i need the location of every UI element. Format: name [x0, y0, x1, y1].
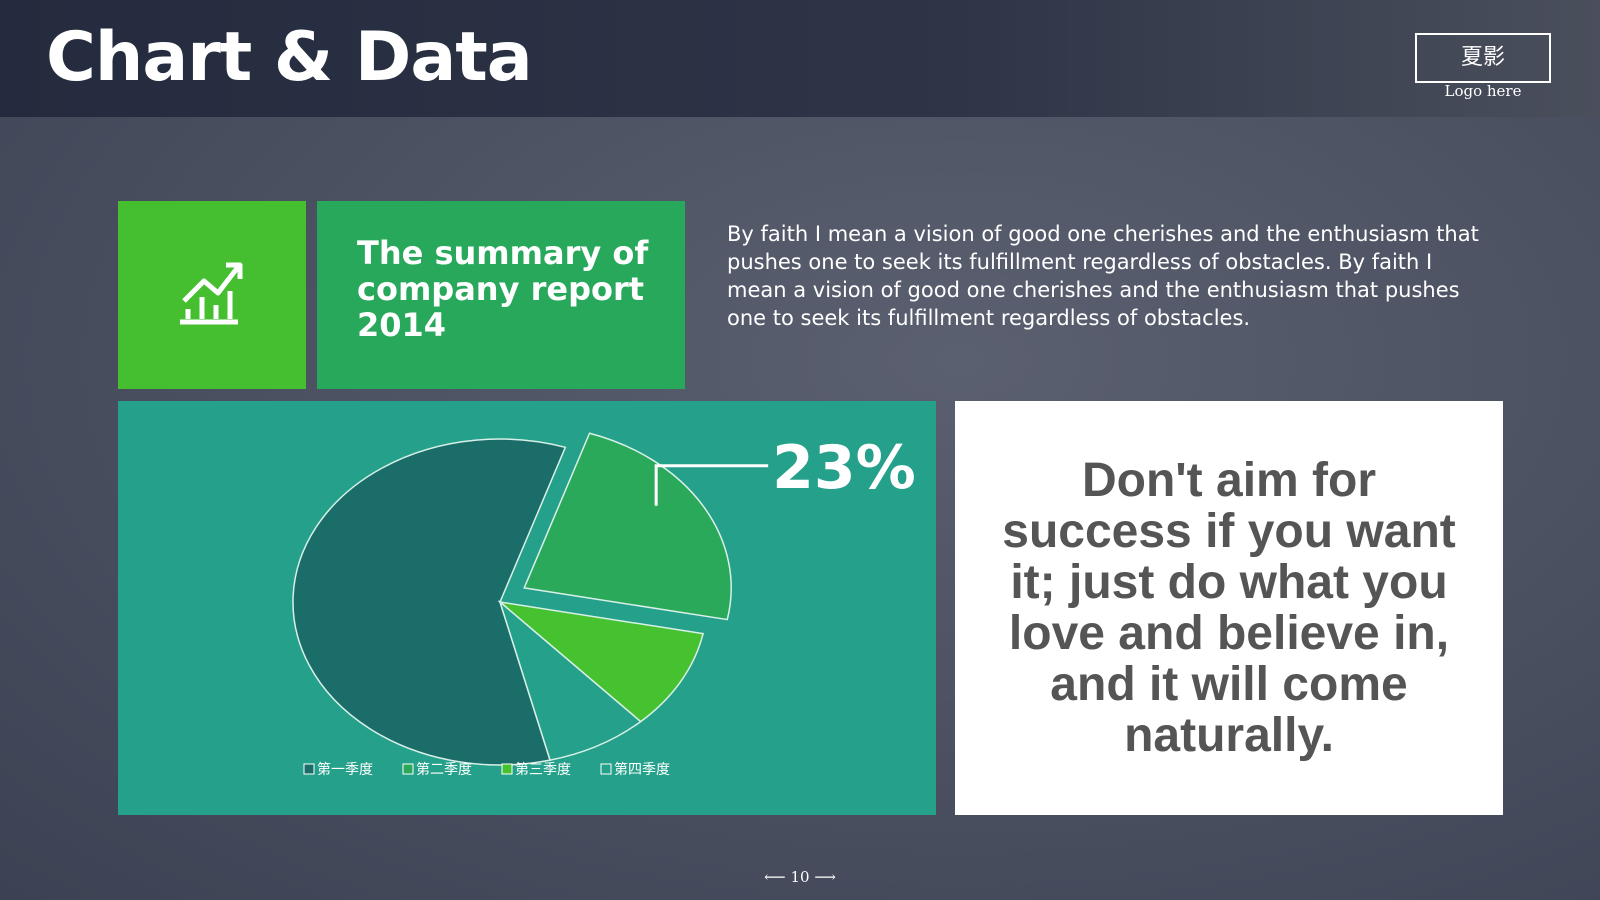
next-arrow[interactable]: ⟶: [814, 868, 836, 886]
quote: Don't aim for success if you want it; ju…: [1002, 454, 1456, 762]
logo-caption: Logo here: [1444, 82, 1522, 100]
pager: ⟵ 10 ⟶: [700, 868, 900, 886]
summary-title: The summary of company report 2014: [357, 234, 649, 344]
legend-swatch: [600, 763, 612, 775]
data-label: 23%: [772, 433, 916, 503]
prev-arrow[interactable]: ⟵: [764, 868, 786, 886]
legend-swatch: [501, 763, 513, 775]
icon-tile: [118, 201, 306, 389]
legend-swatch: [303, 763, 315, 775]
quote-panel: Don't aim for success if you want it; ju…: [955, 401, 1503, 815]
pie-slice: [498, 599, 642, 762]
header-bar: [0, 0, 1600, 117]
legend-label: 第四季度: [614, 761, 670, 778]
slide-title: Chart & Data: [46, 18, 533, 97]
page-number: 10: [790, 868, 810, 886]
legend-swatch: [402, 763, 414, 775]
paragraph: By faith I mean a vision of good one che…: [727, 222, 1479, 330]
leader-line: [654, 464, 769, 506]
pie-slice: [497, 600, 704, 723]
legend-label: 第二季度: [416, 761, 472, 778]
summary-tile: The summary of company report 2014: [317, 201, 685, 389]
chart-panel: 23% 第一季度 第二季度 第三季度 第四季度: [118, 401, 936, 815]
legend-label: 第一季度: [317, 761, 373, 778]
growth-icon: [180, 262, 243, 325]
pie-chart: 23% 第一季度 第二季度 第三季度 第四季度: [292, 432, 916, 778]
pie-slice: [523, 432, 732, 621]
logo[interactable]: 夏影: [1415, 33, 1551, 83]
legend-label: 第三季度: [515, 761, 571, 778]
pie-slice: [292, 438, 567, 766]
